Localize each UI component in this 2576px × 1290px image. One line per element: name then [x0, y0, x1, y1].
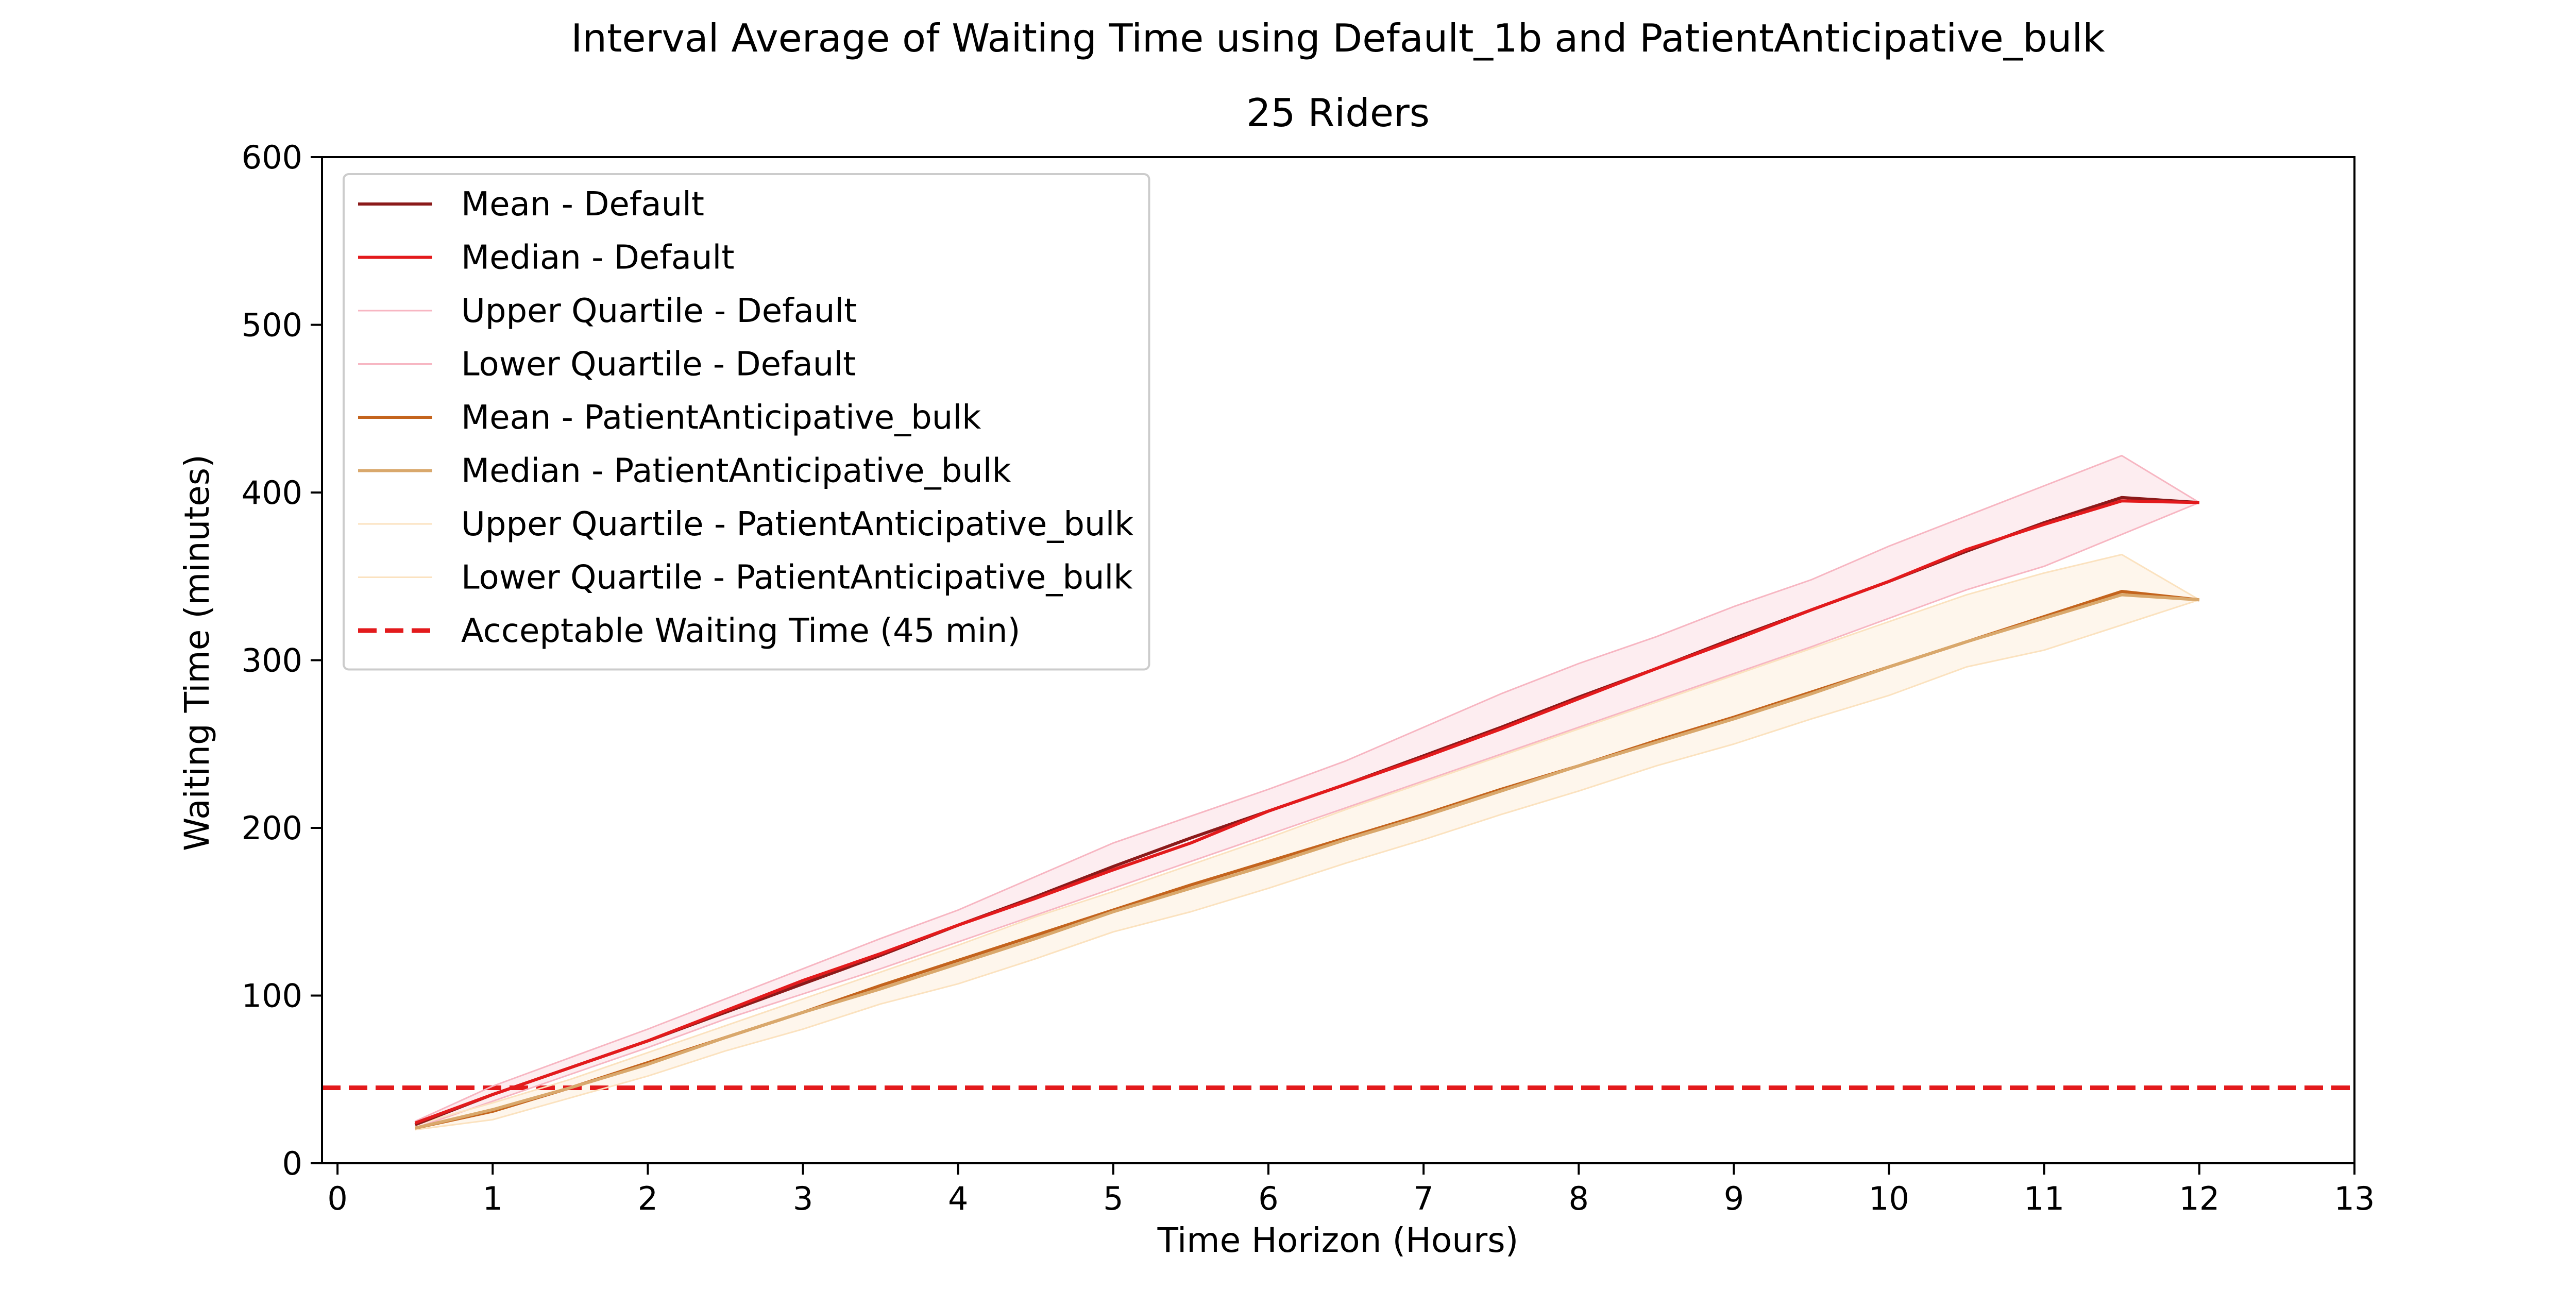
- x-tick-label: 6: [1258, 1180, 1278, 1217]
- series-line-upper-quartile-default: [415, 454, 2200, 1122]
- legend-entry-upper-quartile-default: Upper Quartile - Default: [461, 292, 857, 330]
- y-tick-label: 100: [242, 977, 302, 1015]
- legend-box: [343, 173, 1150, 671]
- x-axis-label: Time Horizon (Hours): [1157, 1220, 1519, 1260]
- y-axis-label: Waiting Time (minutes): [177, 454, 217, 851]
- series-line-lower-quartile-default: [415, 502, 2200, 1129]
- y-tick-label: 0: [282, 1145, 302, 1182]
- chart-subtitle: 25 Riders: [1246, 90, 1430, 135]
- series-line-lower-quartile-patientanticipative-bulk: [415, 599, 2200, 1131]
- legend-entry-lower-quartile-patientanticipative-bulk: Lower Quartile - PatientAnticipative_bul…: [461, 559, 1132, 597]
- x-tick-label: 13: [2334, 1180, 2375, 1217]
- legend: Mean - Default Median - Default Upper Quar…: [343, 173, 1150, 671]
- y-tick-label: 600: [242, 139, 302, 176]
- x-tick-label: 4: [948, 1180, 968, 1217]
- x-tick-label: 10: [1869, 1180, 1909, 1217]
- band-fill-2: [415, 554, 2199, 1130]
- legend-entry-median-patientanticipative-bulk: Median - PatientAnticipative_bulk: [461, 452, 1011, 490]
- legend-entry-upper-quartile-patientanticipative-bulk: Upper Quartile - PatientAnticipative_bul…: [461, 505, 1133, 544]
- legend-entry-acceptable-waiting-time-45-min: Acceptable Waiting Time (45 min): [461, 612, 1020, 650]
- series-line-upper-quartile-patientanticipative-bulk: [415, 553, 2200, 1126]
- x-tick-label: 7: [1413, 1180, 1433, 1217]
- legend-entry-mean-patientanticipative-bulk: Mean - PatientAnticipative_bulk: [461, 399, 981, 437]
- x-tick-label: 8: [1569, 1180, 1589, 1217]
- legend-entry-lower-quartile-default: Lower Quartile - Default: [461, 346, 856, 384]
- y-tick-label: 300: [242, 642, 302, 680]
- chart-title: Interval Average of Waiting Time using D…: [571, 15, 2105, 61]
- x-tick-label: 12: [2179, 1180, 2219, 1217]
- x-tick-label: 1: [483, 1180, 503, 1217]
- x-tick-label: 0: [327, 1180, 347, 1217]
- legend-entry-median-default: Median - Default: [461, 239, 734, 277]
- y-tick-label: 200: [242, 809, 302, 847]
- x-tick-label: 11: [2024, 1180, 2064, 1217]
- y-tick-label: 500: [242, 307, 302, 344]
- plot-area: [322, 454, 2354, 1131]
- x-tick-label: 9: [1724, 1180, 1744, 1217]
- series-line-median-default: [414, 499, 2199, 1125]
- x-tick-label: 3: [793, 1180, 813, 1217]
- series-line-median-patientanticipative-bulk: [414, 593, 2200, 1130]
- x-tick-label: 5: [1103, 1180, 1123, 1217]
- x-tick-label: 2: [638, 1180, 658, 1217]
- legend-entry-mean-default: Mean - Default: [461, 185, 704, 224]
- y-tick-label: 400: [242, 474, 302, 512]
